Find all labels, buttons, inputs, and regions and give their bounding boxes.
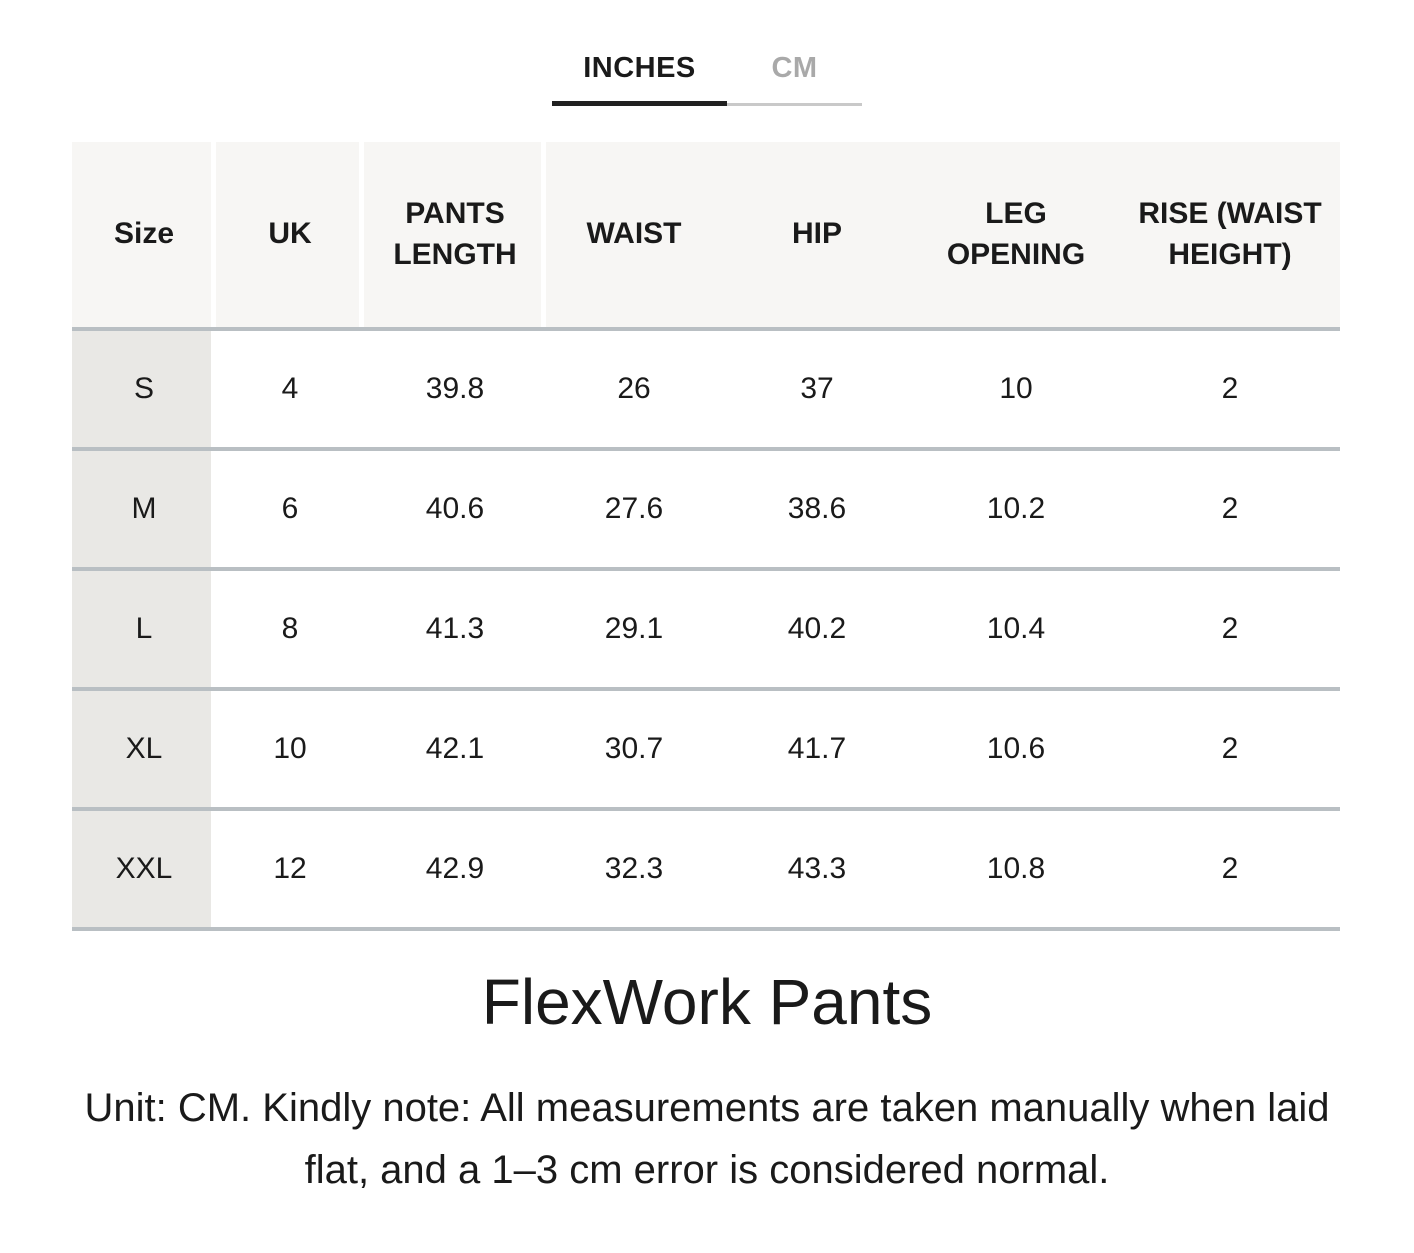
cell-hip: 41.7 <box>722 689 912 811</box>
cell-uk: 8 <box>216 569 364 691</box>
cell-rise: 2 <box>1120 689 1340 811</box>
cell-hip: 40.2 <box>722 569 912 691</box>
cell-size: M <box>72 449 216 571</box>
cell-rise: 2 <box>1120 449 1340 571</box>
column-header-uk: UK <box>216 142 364 331</box>
cell-size: XL <box>72 689 216 811</box>
cell-hip: 43.3 <box>722 809 912 931</box>
cell-waist: 27.6 <box>546 449 722 571</box>
cell-hip: 37 <box>722 329 912 451</box>
header-row: Size UK PANTS LENGTH WAIST HIP LEG OPENI… <box>72 142 1340 331</box>
cell-leg-opening: 10 <box>912 329 1120 451</box>
table-row: M 6 40.6 27.6 38.6 10.2 2 <box>72 449 1340 571</box>
cell-pants-length: 42.1 <box>364 689 546 811</box>
size-table-container: Size UK PANTS LENGTH WAIST HIP LEG OPENI… <box>72 142 1340 931</box>
column-header-hip: HIP <box>722 142 912 331</box>
cell-rise: 2 <box>1120 569 1340 691</box>
cell-rise: 2 <box>1120 329 1340 451</box>
cell-uk: 4 <box>216 329 364 451</box>
cell-leg-opening: 10.4 <box>912 569 1120 691</box>
cell-size: XXL <box>72 809 216 931</box>
cell-leg-opening: 10.8 <box>912 809 1120 931</box>
cell-waist: 26 <box>546 329 722 451</box>
unit-tabs: INCHES CM <box>0 52 1414 106</box>
cell-hip: 38.6 <box>722 449 912 571</box>
column-header-size: Size <box>72 142 216 331</box>
cell-uk: 10 <box>216 689 364 811</box>
tab-cm[interactable]: CM <box>727 52 862 106</box>
page-title: FlexWork Pants <box>481 966 933 1038</box>
tab-inches[interactable]: INCHES <box>552 52 727 106</box>
cell-pants-length: 40.6 <box>364 449 546 571</box>
cell-size: L <box>72 569 216 691</box>
column-header-rise: RISE (WAIST HEIGHT) <box>1120 142 1340 331</box>
cell-waist: 29.1 <box>546 569 722 691</box>
measurement-note: Unit: CM. Kindly note: All measurements … <box>84 1086 1330 1192</box>
size-table: Size UK PANTS LENGTH WAIST HIP LEG OPENI… <box>72 142 1340 931</box>
cell-pants-length: 39.8 <box>364 329 546 451</box>
cell-rise: 2 <box>1120 809 1340 931</box>
cell-pants-length: 42.9 <box>364 809 546 931</box>
cell-leg-opening: 10.6 <box>912 689 1120 811</box>
cell-waist: 32.3 <box>546 809 722 931</box>
column-header-leg-opening: LEG OPENING <box>912 142 1120 331</box>
cell-waist: 30.7 <box>546 689 722 811</box>
column-header-waist: WAIST <box>546 142 722 331</box>
cell-leg-opening: 10.2 <box>912 449 1120 571</box>
cell-uk: 12 <box>216 809 364 931</box>
column-header-pants-length: PANTS LENGTH <box>364 142 546 331</box>
table-row: L 8 41.3 29.1 40.2 10.4 2 <box>72 569 1340 691</box>
cell-size: S <box>72 329 216 451</box>
table-row: XXL 12 42.9 32.3 43.3 10.8 2 <box>72 809 1340 931</box>
cell-uk: 6 <box>216 449 364 571</box>
table-row: XL 10 42.1 30.7 41.7 10.6 2 <box>72 689 1340 811</box>
cell-pants-length: 41.3 <box>364 569 546 691</box>
table-row: S 4 39.8 26 37 10 2 <box>72 329 1340 451</box>
